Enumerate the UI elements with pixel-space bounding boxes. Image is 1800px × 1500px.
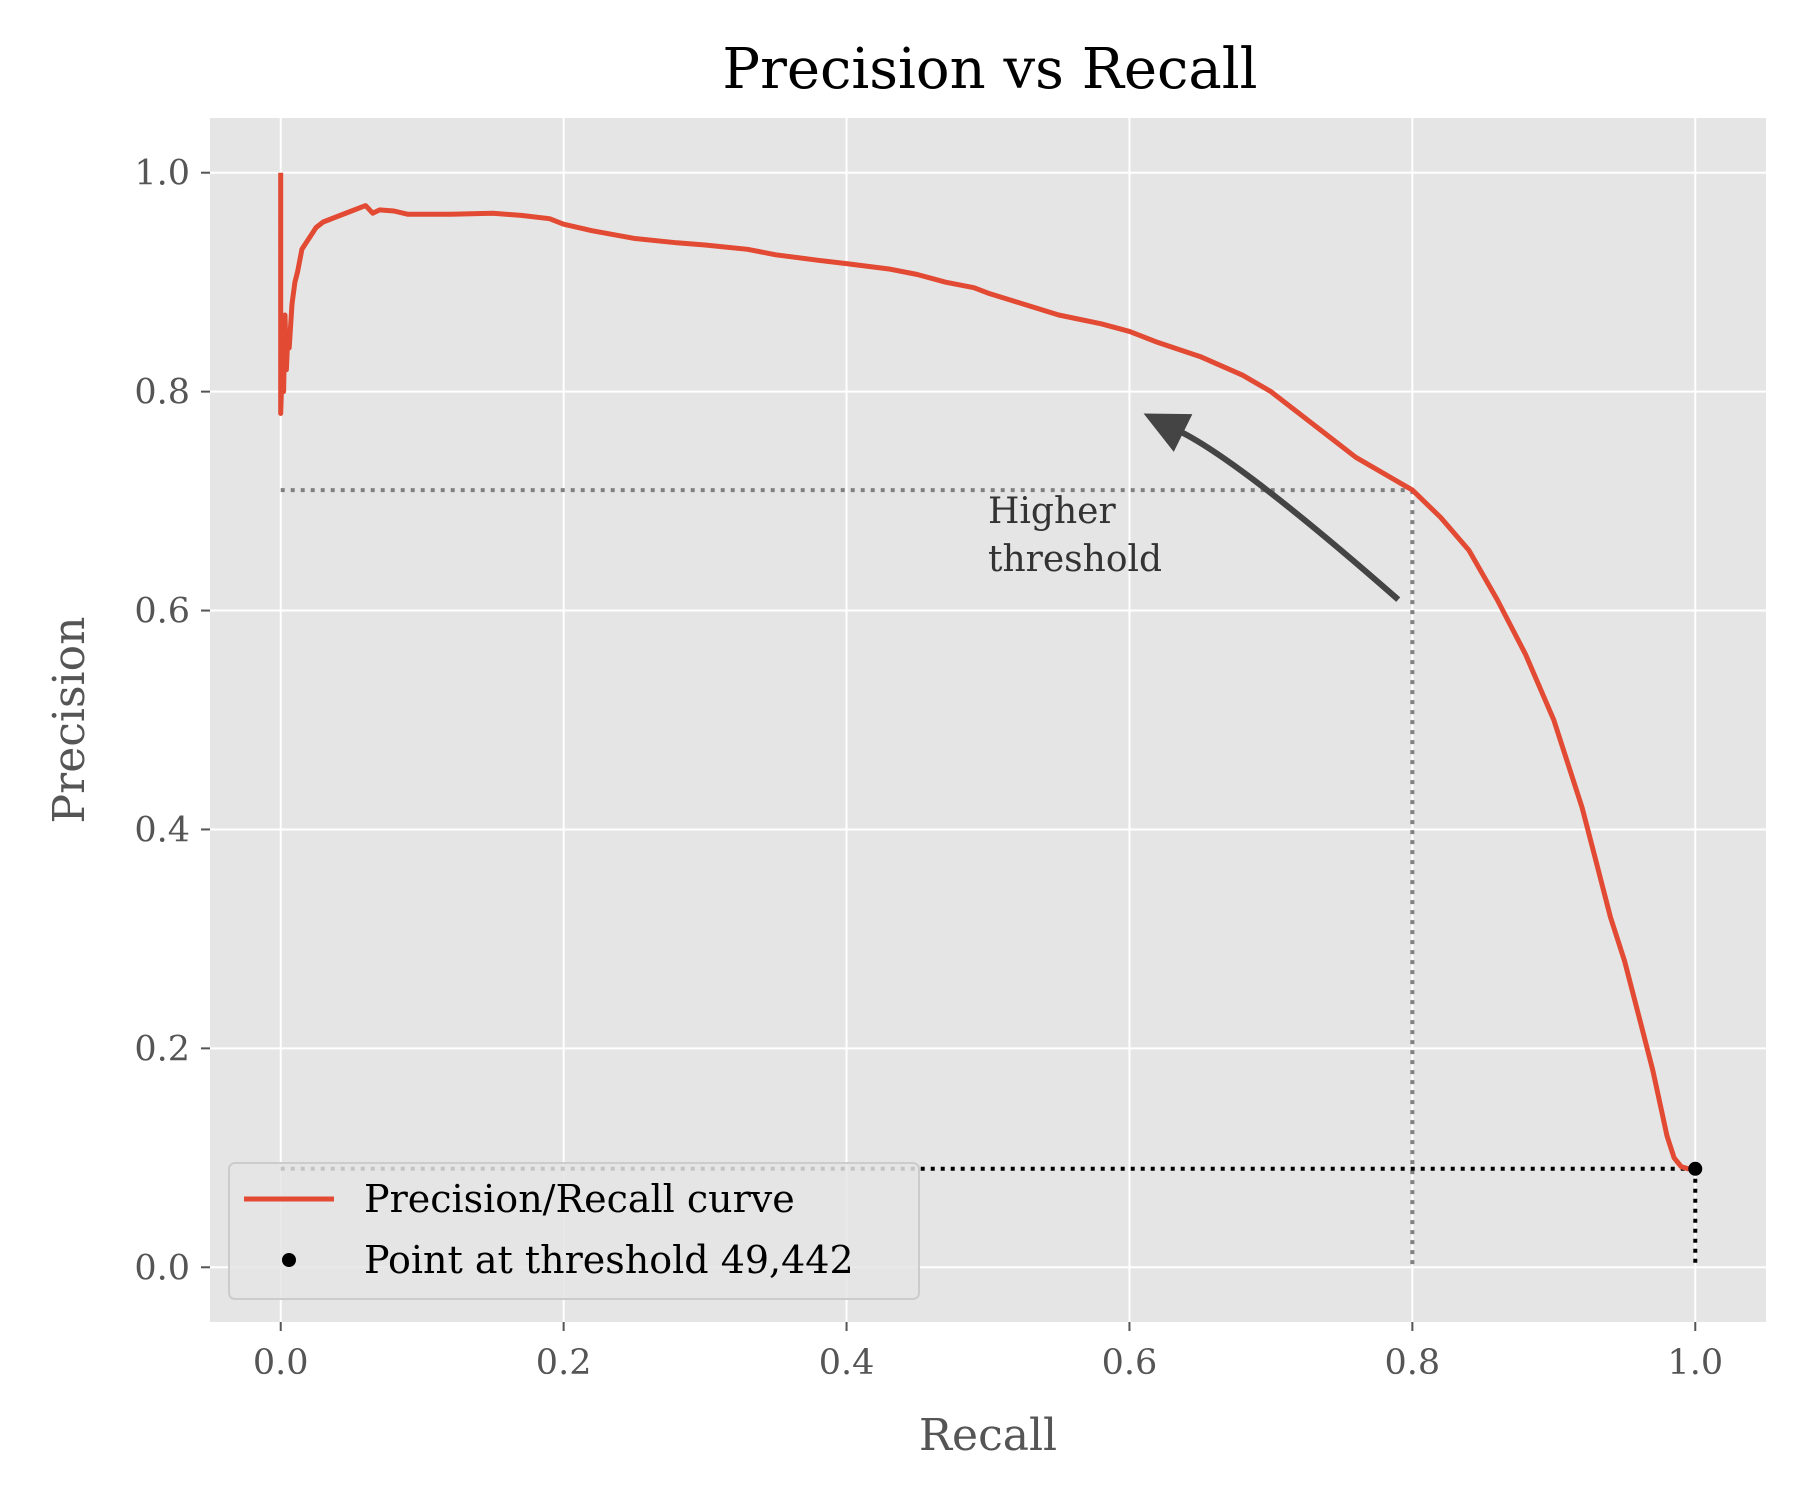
threshold-point	[1688, 1161, 1703, 1176]
precision-recall-curve	[278, 172, 1696, 1172]
x-tick-label: 0.4	[819, 1343, 875, 1383]
y-tick-label: 0.4	[134, 810, 190, 850]
y-tick-label: 0.0	[134, 1248, 190, 1288]
y-tick-label: 0.6	[134, 592, 190, 632]
annotations: Higher threshold	[988, 413, 1401, 602]
annotation-arrowhead	[1143, 413, 1193, 452]
x-tick-label: 0.0	[253, 1343, 309, 1383]
x-tick-label: 0.6	[1102, 1343, 1158, 1383]
series	[278, 172, 1703, 1176]
x-tick-label: 1.0	[1667, 1343, 1723, 1383]
x-tick-label: 0.8	[1385, 1343, 1441, 1383]
y-axis-label: Precision	[44, 617, 95, 824]
legend-point-swatch	[282, 1253, 296, 1267]
axis-ticks: 0.0 0.2 0.4 0.6 0.8 1.0 0.0 0.2 0.4 0.6 0.8 1.0	[134, 154, 1723, 1383]
x-tick-label: 0.2	[536, 1343, 592, 1383]
chart-title: Precision vs Recall	[722, 37, 1257, 102]
x-axis-label: Recall	[919, 1410, 1057, 1461]
y-tick-label: 0.2	[134, 1029, 190, 1069]
legend-entry-curve: Precision/Recall curve	[364, 1177, 795, 1221]
plot-area	[210, 118, 1766, 1322]
legend-box	[228, 1162, 920, 1300]
annotation-text: Higher	[988, 491, 1116, 532]
y-tick-label: 1.0	[134, 154, 190, 194]
legend-entry-point: Point at threshold 49,442	[364, 1238, 854, 1282]
reference-lines	[280, 488, 1698, 1268]
legend: Precision/Recall curve Point at threshold…	[228, 1162, 920, 1300]
annotation-arrow	[1178, 428, 1401, 602]
annotation-text: threshold	[988, 539, 1162, 580]
y-tick-label: 0.8	[134, 373, 190, 413]
